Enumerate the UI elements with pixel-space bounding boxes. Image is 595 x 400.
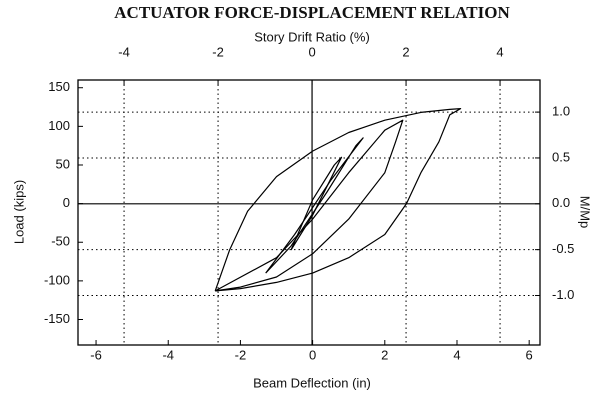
y2-tick-label: 0.0 xyxy=(552,195,570,210)
y-tick-label: -50 xyxy=(51,234,70,249)
y2-tick-label: -1.0 xyxy=(552,287,574,302)
x-tick-label: 6 xyxy=(526,347,533,362)
x2-tick-label: 2 xyxy=(402,44,409,59)
plot-frame xyxy=(77,79,541,346)
x2-tick-label: 4 xyxy=(496,44,503,59)
y-axis-label: Load (kips) xyxy=(11,180,26,244)
y-tick-label: 100 xyxy=(48,118,70,133)
hysteresis-curve xyxy=(214,119,404,292)
x2-axis-label: Story Drift Ratio (%) xyxy=(254,29,370,44)
x-axis-label: Beam Deflection (in) xyxy=(253,375,371,390)
x2-tick-label: -2 xyxy=(212,44,224,59)
x-tick-label: -2 xyxy=(235,347,247,362)
y-tick-label: 0 xyxy=(63,195,70,210)
y-tick-label: 150 xyxy=(48,79,70,94)
y2-axis-label: M/Mp xyxy=(578,196,593,229)
hysteresis-curve xyxy=(214,108,462,292)
hysteresis-curve xyxy=(290,156,343,251)
x2-tick-label: -4 xyxy=(118,44,130,59)
y-tick-label: -100 xyxy=(44,272,70,287)
y-tick-label: -150 xyxy=(44,311,70,326)
x-tick-label: 4 xyxy=(453,347,460,362)
chart-title: ACTUATOR FORCE-DISPLACEMENT RELATION xyxy=(114,3,510,22)
x-tick-label: 0 xyxy=(309,347,316,362)
y2-tick-label: 1.0 xyxy=(552,104,570,119)
y2-tick-label: 0.5 xyxy=(552,149,570,164)
x-tick-label: -4 xyxy=(162,347,174,362)
x-tick-label: 2 xyxy=(381,347,388,362)
x2-tick-label: 0 xyxy=(308,44,315,59)
y-tick-label: 50 xyxy=(56,156,70,171)
y2-tick-label: -0.5 xyxy=(552,241,574,256)
x-tick-label: -6 xyxy=(90,347,102,362)
